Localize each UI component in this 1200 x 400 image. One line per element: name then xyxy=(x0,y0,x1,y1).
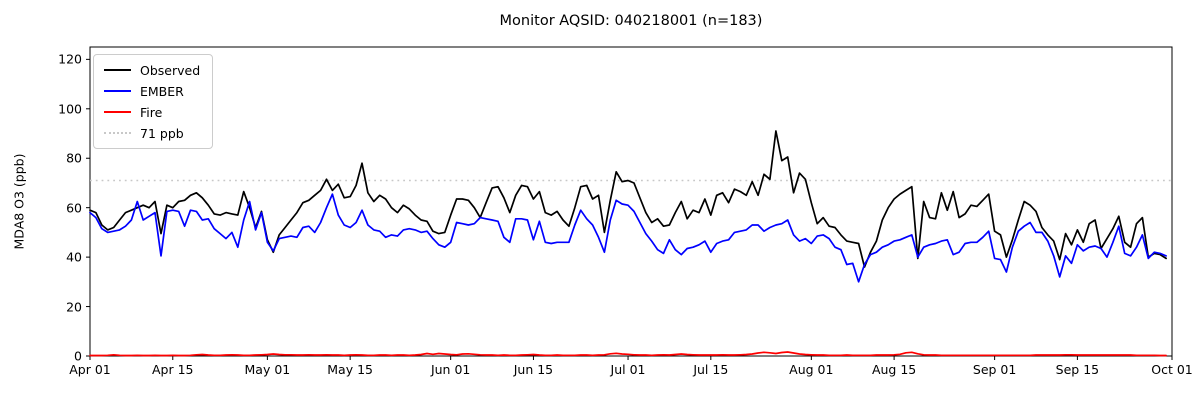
threshold-line-swatch xyxy=(104,132,131,134)
x-tick-label: May 15 xyxy=(327,362,374,377)
x-tick-label: Sep 15 xyxy=(1055,362,1100,377)
y-tick-label: 20 xyxy=(66,299,82,315)
y-tick-label: 100 xyxy=(58,101,82,117)
y-tick-label: 120 xyxy=(58,51,82,67)
y-tick-label: 60 xyxy=(66,200,82,216)
legend-item-threshold: 71 ppb xyxy=(104,125,200,141)
legend-label: EMBER xyxy=(140,83,184,99)
x-tick-label: Apr 15 xyxy=(152,362,194,377)
series-line-fire xyxy=(89,351,1167,357)
legend-label: Observed xyxy=(140,62,201,78)
x-tick-label: Jul 01 xyxy=(610,362,646,377)
x-tick-label: Jun 01 xyxy=(430,362,471,377)
legend-item-fire: Fire xyxy=(104,104,200,120)
x-tick-label: Aug 15 xyxy=(871,362,917,377)
series-line-ember xyxy=(89,193,1167,283)
x-tick-label: Oct 01 xyxy=(1151,362,1193,377)
legend-item-observed: Observed xyxy=(104,62,200,78)
x-tick-label: Apr 01 xyxy=(69,362,111,377)
y-tick-label: 40 xyxy=(66,249,82,265)
legend-label: 71 ppb xyxy=(140,125,184,141)
x-tick-label: Jun 15 xyxy=(513,362,554,377)
x-tick-label: May 01 xyxy=(244,362,291,377)
x-tick-label: Sep 01 xyxy=(972,362,1017,377)
legend-item-ember: EMBER xyxy=(104,83,200,99)
chart-title: Monitor AQSID: 040218001 (n=183) xyxy=(499,13,763,29)
x-tick-label: Aug 01 xyxy=(789,362,834,377)
fire-line-swatch xyxy=(104,111,131,113)
y-tick-label: 0 xyxy=(74,348,82,364)
x-tick-label: Jul 15 xyxy=(693,362,729,377)
ember-line-swatch xyxy=(104,90,131,92)
plot-frame xyxy=(89,46,1173,357)
observed-line-swatch xyxy=(104,69,131,71)
legend: Observed EMBER Fire 71 ppb xyxy=(93,54,214,149)
y-tick-label: 80 xyxy=(66,150,82,166)
series-line-observed xyxy=(89,130,1167,268)
legend-label: Fire xyxy=(140,104,163,120)
